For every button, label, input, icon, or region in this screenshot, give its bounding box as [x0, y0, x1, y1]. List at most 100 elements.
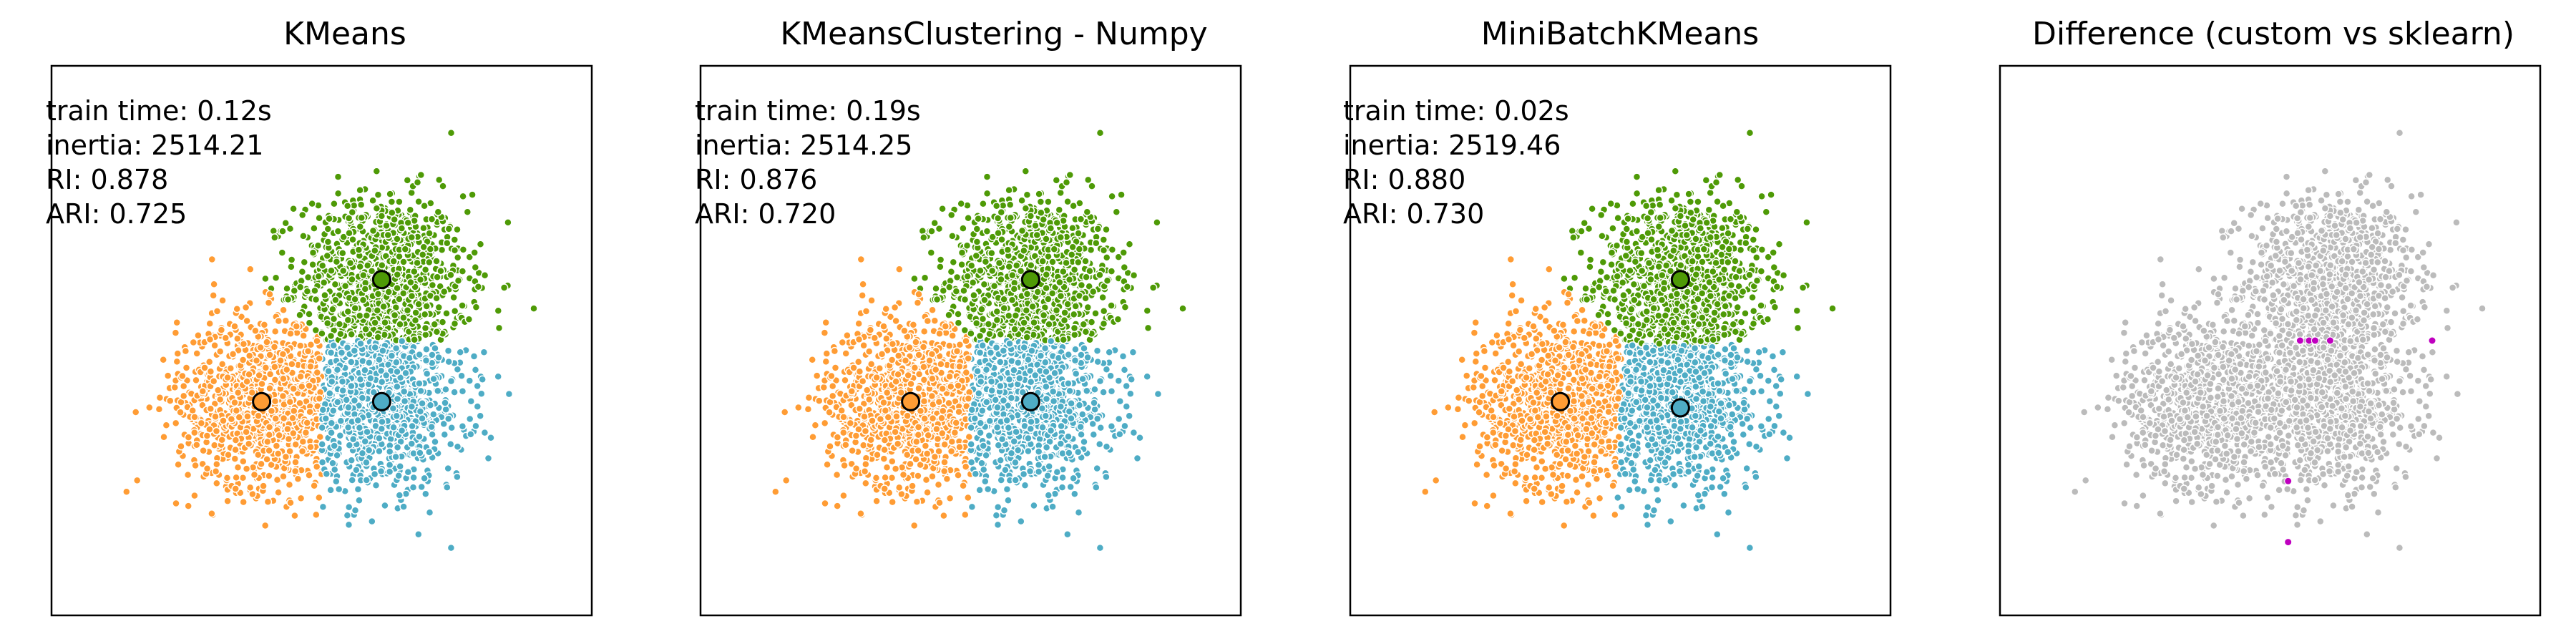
- data-point: [881, 473, 889, 482]
- data-point: [882, 463, 892, 472]
- data-point: [313, 241, 323, 250]
- data-point: [947, 267, 956, 276]
- data-point: [1020, 246, 1028, 255]
- data-point: [400, 396, 409, 406]
- data-point: [957, 199, 965, 208]
- data-point: [914, 290, 923, 299]
- data-point: [326, 348, 336, 357]
- data-point: [267, 406, 276, 415]
- data-point: [470, 248, 479, 257]
- data-point: [271, 273, 280, 283]
- data-point: [884, 413, 893, 421]
- data-point: [397, 337, 406, 346]
- data-point: [972, 225, 982, 233]
- data-point: [1010, 285, 1019, 293]
- data-point: [329, 406, 338, 415]
- data-point: [831, 364, 840, 372]
- data-point: [327, 377, 336, 386]
- data-point: [859, 441, 868, 450]
- data-point: [781, 476, 791, 485]
- data-point: [468, 190, 477, 199]
- data-point: [306, 362, 315, 371]
- data-point: [913, 298, 922, 307]
- data-point: [318, 502, 328, 512]
- data-point: [344, 520, 353, 530]
- data-point: [841, 376, 849, 385]
- data-point: [323, 238, 333, 246]
- data-point: [276, 356, 285, 365]
- data-point: [862, 479, 870, 488]
- data-point: [428, 430, 436, 439]
- data-point: [1050, 245, 1059, 254]
- data-point: [215, 395, 225, 404]
- data-point: [426, 245, 435, 253]
- data-point: [171, 419, 180, 428]
- data-point: [223, 497, 232, 505]
- data-point: [315, 493, 323, 502]
- data-point: [1023, 290, 1032, 298]
- data-point: [330, 465, 339, 474]
- data-point: [927, 227, 936, 235]
- data-point: [303, 287, 312, 296]
- data-point: [385, 447, 394, 456]
- data-point: [278, 391, 288, 401]
- data-point: [821, 499, 829, 508]
- data-point: [389, 257, 398, 265]
- data-point: [1023, 190, 1032, 199]
- data-point: [210, 341, 219, 350]
- data-point: [377, 212, 386, 220]
- data-point: [447, 376, 456, 386]
- data-point: [914, 423, 923, 431]
- data-point: [363, 427, 371, 436]
- data-point: [843, 331, 852, 340]
- data-point: [434, 353, 443, 362]
- data-point: [347, 358, 356, 366]
- data-point: [279, 306, 288, 314]
- data-point: [346, 258, 355, 268]
- cluster-center: [371, 270, 391, 290]
- data-point: [366, 374, 375, 383]
- data-point: [361, 285, 370, 293]
- data-point: [393, 443, 402, 452]
- data-point: [981, 257, 990, 266]
- data-point: [395, 197, 404, 206]
- data-point: [1120, 263, 1129, 272]
- data-point: [427, 215, 436, 224]
- data-point: [274, 316, 283, 326]
- points-layer: [771, 129, 1187, 552]
- data-point: [945, 399, 953, 408]
- data-point: [861, 426, 870, 436]
- data-point: [145, 403, 154, 412]
- data-point: [848, 446, 857, 455]
- data-point: [894, 483, 904, 492]
- data-point: [972, 251, 981, 260]
- data-point: [1148, 283, 1158, 292]
- data-point: [432, 293, 441, 303]
- data-point: [231, 484, 240, 493]
- data-point: [1096, 270, 1104, 279]
- data-point: [465, 253, 474, 262]
- data-point: [263, 437, 272, 447]
- data-point: [972, 238, 982, 246]
- data-point: [821, 318, 830, 327]
- data-point: [401, 245, 410, 254]
- data-point: [409, 473, 418, 482]
- data-point: [391, 452, 400, 462]
- data-point: [1044, 295, 1053, 303]
- data-point: [928, 306, 937, 314]
- data-point: [315, 394, 324, 403]
- data-point: [421, 331, 430, 339]
- data-point: [425, 258, 434, 267]
- data-point: [325, 214, 333, 223]
- data-point: [371, 318, 379, 327]
- data-point: [945, 494, 955, 503]
- data-point: [432, 257, 441, 265]
- data-point: [178, 371, 187, 381]
- data-point: [393, 367, 401, 376]
- data-point: [233, 463, 243, 472]
- data-point: [176, 408, 185, 417]
- data-point: [321, 291, 329, 300]
- data-point: [438, 318, 447, 326]
- data-point: [909, 321, 918, 329]
- data-point: [351, 506, 360, 515]
